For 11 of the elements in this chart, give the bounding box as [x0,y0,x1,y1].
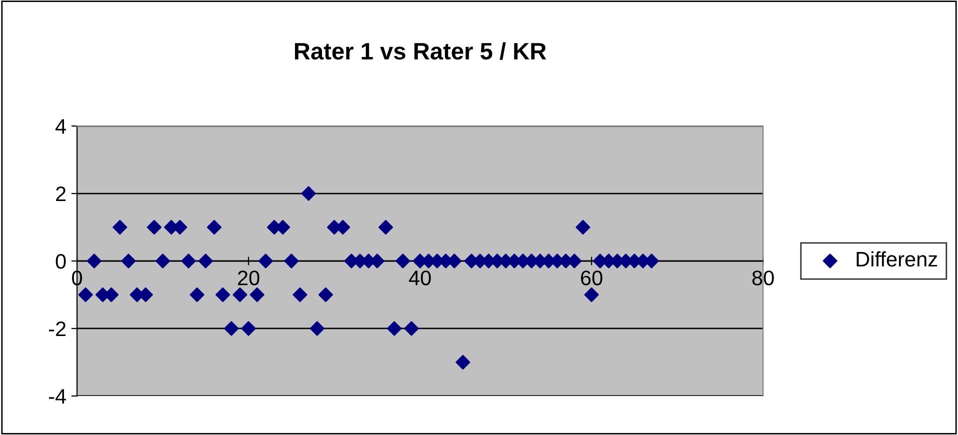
y-tick-label: -4 [49,389,66,404]
x-tick-label: 20 [238,270,260,286]
y-tick-label: 2 [56,186,66,202]
y-tick-label: 0 [56,254,66,269]
y-tick-label: 4 [56,119,66,134]
x-tick-label: 80 [752,270,774,286]
y-tick-label: -2 [49,321,66,336]
x-tick-label: 40 [408,270,431,286]
x-tick-label: 60 [581,270,602,286]
chart-title: Rater 1 vs Rater 5 / KR [294,42,546,60]
legend-label: Differenz [856,251,938,267]
